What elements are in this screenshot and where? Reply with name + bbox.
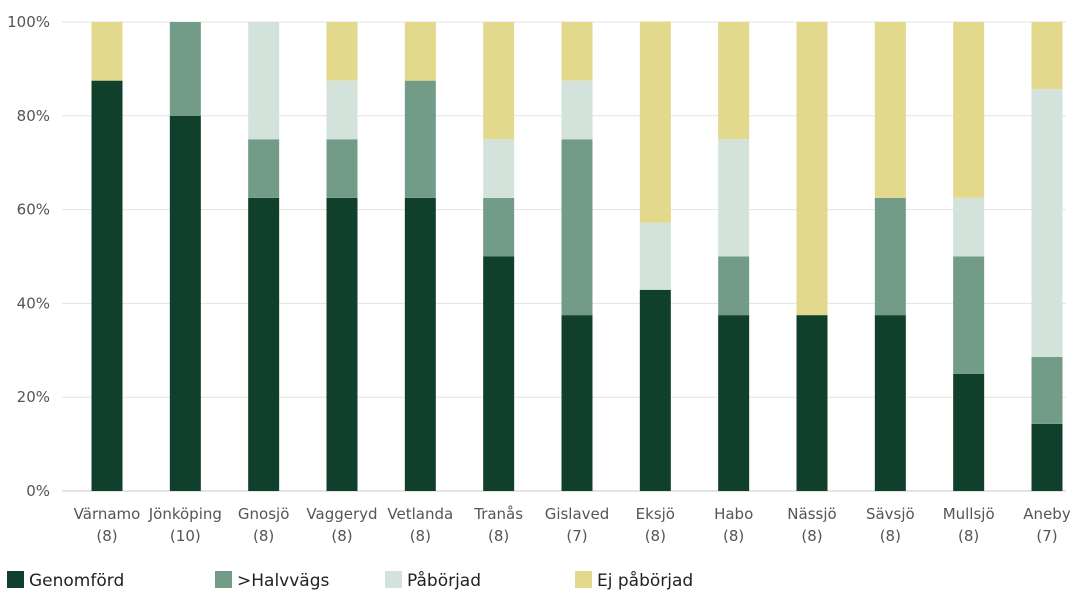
bar-segment <box>953 256 985 374</box>
bar-segment <box>1031 356 1063 424</box>
x-category-label: Vaggeryd <box>306 505 377 523</box>
x-category-count: (7) <box>1036 527 1057 545</box>
bar-segment <box>326 22 358 81</box>
x-category-count: (8) <box>96 527 117 545</box>
y-tick-label: 20% <box>17 388 50 406</box>
legend: Genomförd >Halvvägs Påbörjad Ej påbörjad <box>7 570 693 591</box>
bar-segment <box>404 80 436 198</box>
legend-label: Ej påbörjad <box>597 570 693 591</box>
bar-segment <box>248 22 280 140</box>
x-category-count: (8) <box>645 527 666 545</box>
bar-segment <box>248 197 280 491</box>
bar-segment <box>718 22 750 140</box>
y-tick-label: 100% <box>7 13 50 31</box>
bars <box>91 21 1063 492</box>
x-category-count: (7) <box>566 527 587 545</box>
bar-segment <box>1031 423 1063 491</box>
legend-swatch <box>385 571 402 588</box>
bar-segment <box>91 22 123 81</box>
legend-item: >Halvvägs <box>215 571 329 591</box>
bar-segment <box>874 315 906 491</box>
x-category-label: Jönköping <box>148 505 222 523</box>
y-axis-ticks: 0% 20% 40% 60% 80% 100% <box>7 13 50 500</box>
bar-segment <box>796 22 828 316</box>
bar-segment <box>639 21 671 223</box>
bar-segment <box>639 222 671 290</box>
bar-segment <box>169 22 201 116</box>
y-tick-label: 80% <box>17 107 50 125</box>
bar-segment <box>639 289 671 491</box>
bar-segment <box>874 197 906 316</box>
legend-label: >Halvvägs <box>237 571 329 591</box>
bar-segment <box>326 80 358 140</box>
bar-segment <box>326 197 358 491</box>
x-category-label: Sävsjö <box>866 505 915 523</box>
bar-segment <box>953 197 985 257</box>
x-category-count: (8) <box>723 527 744 545</box>
bar-segment <box>1031 22 1063 90</box>
bar-segment <box>561 139 593 316</box>
x-category-count: (8) <box>410 527 431 545</box>
x-category-label: Gislaved <box>545 505 610 523</box>
x-category-label: Tranås <box>473 505 523 523</box>
bar-segment <box>483 197 515 257</box>
bar-segment <box>953 373 985 491</box>
bar-segment <box>718 315 750 491</box>
legend-swatch <box>7 571 24 588</box>
x-category-count: (8) <box>488 527 509 545</box>
legend-item: Genomförd <box>7 571 124 591</box>
bar-segment <box>326 139 358 198</box>
bar-segment <box>483 256 515 491</box>
bar-segment <box>404 197 436 491</box>
x-category-count: (8) <box>880 527 901 545</box>
legend-item: Ej påbörjad <box>575 570 693 591</box>
bar-segment <box>796 315 828 491</box>
x-category-label: Vetlanda <box>387 505 453 523</box>
x-category-count: (8) <box>958 527 979 545</box>
x-axis-labels: Värnamo (8) Jönköping (10) Gnosjö (8) Vaggeryd… <box>74 505 1071 545</box>
bar-segment <box>953 22 985 198</box>
bar-segment <box>91 80 123 491</box>
x-category-label: Nässjö <box>787 505 836 523</box>
x-category-count: (8) <box>331 527 352 545</box>
x-category-label: Eksjö <box>636 505 675 523</box>
legend-item: Påbörjad <box>385 570 481 591</box>
x-category-count: (10) <box>170 527 201 545</box>
bar-segment <box>404 22 436 81</box>
bar-segment <box>483 139 515 198</box>
x-category-label: Mullsjö <box>943 505 995 523</box>
legend-swatch <box>215 571 232 588</box>
bar-segment <box>483 22 515 140</box>
x-category-count: (8) <box>253 527 274 545</box>
legend-label: Påbörjad <box>407 570 481 591</box>
y-tick-label: 0% <box>26 482 50 500</box>
y-tick-label: 60% <box>17 201 50 219</box>
bar-segment <box>561 80 593 140</box>
x-category-count: (8) <box>801 527 822 545</box>
bar-segment <box>718 256 750 316</box>
y-tick-label: 40% <box>17 294 50 312</box>
bar-segment <box>561 315 593 491</box>
bar-segment <box>561 22 593 81</box>
legend-label: Genomförd <box>29 571 124 591</box>
x-category-label: Habo <box>714 505 753 523</box>
bar-segment <box>718 139 750 257</box>
bar-segment <box>874 22 906 198</box>
bar-segment <box>1031 89 1063 357</box>
x-category-label: Värnamo <box>74 505 141 523</box>
x-category-label: Gnosjö <box>238 505 289 523</box>
bar-segment <box>248 139 280 198</box>
x-category-label: Aneby <box>1023 505 1071 523</box>
legend-swatch <box>575 571 592 588</box>
bar-segment <box>169 115 201 492</box>
